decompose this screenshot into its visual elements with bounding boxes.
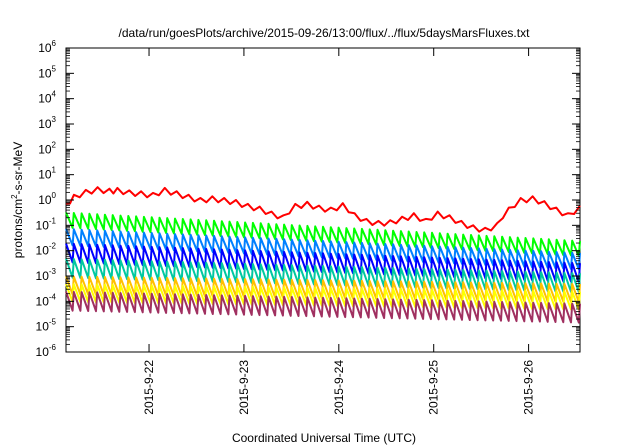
x-tick-label: 2015-9-23 — [237, 360, 251, 415]
y-tick-label: 105 — [38, 64, 56, 80]
y-tick-label: 10-3 — [36, 267, 57, 283]
y-tick-label: 10-2 — [36, 242, 57, 258]
series-line-3 — [65, 242, 581, 283]
x-tick-label: 2015-9-25 — [427, 360, 441, 415]
y-axis: 10-6 10-5 10-4 10-3 10-2 10-1 100 101 102 103 104 1… — [36, 39, 580, 359]
y-tick-label: 10-5 — [36, 318, 57, 334]
y-tick-label: 10-1 — [36, 216, 57, 232]
series-line-7 — [65, 290, 581, 324]
y-tick-label: 100 — [38, 191, 56, 207]
x-tick-label: 2015-9-24 — [332, 360, 346, 415]
series-layer — [65, 186, 581, 324]
x-axis-label: Coordinated Universal Time (UTC) — [232, 431, 416, 445]
series-line-0 — [65, 186, 581, 233]
y-tick-label: 103 — [38, 115, 56, 131]
y-tick-label: 101 — [38, 166, 56, 182]
series-line-1 — [65, 212, 581, 257]
series-line-4 — [65, 258, 581, 293]
y-tick-label: 104 — [38, 90, 56, 106]
x-tick-label: 2015-9-26 — [522, 360, 536, 415]
y-tick-label: 102 — [38, 140, 56, 156]
series-line-5 — [65, 275, 581, 303]
y-axis-label: protons/cm2-s-sr-MeV — [10, 142, 25, 258]
series-line-6 — [65, 283, 581, 311]
x-tick-label: 2015-9-22 — [142, 360, 156, 415]
y-tick-label: 106 — [38, 39, 56, 55]
x-axis: 2015-9-22 2015-9-23 2015-9-24 2015-9-25 2015… — [142, 48, 536, 415]
series-line-2 — [65, 228, 581, 271]
chart-title: /data/run/goesPlots/archive/2015-09-26/1… — [119, 26, 531, 40]
y-tick-label: 10-4 — [36, 292, 57, 308]
y-tick-label: 10-6 — [36, 343, 57, 359]
